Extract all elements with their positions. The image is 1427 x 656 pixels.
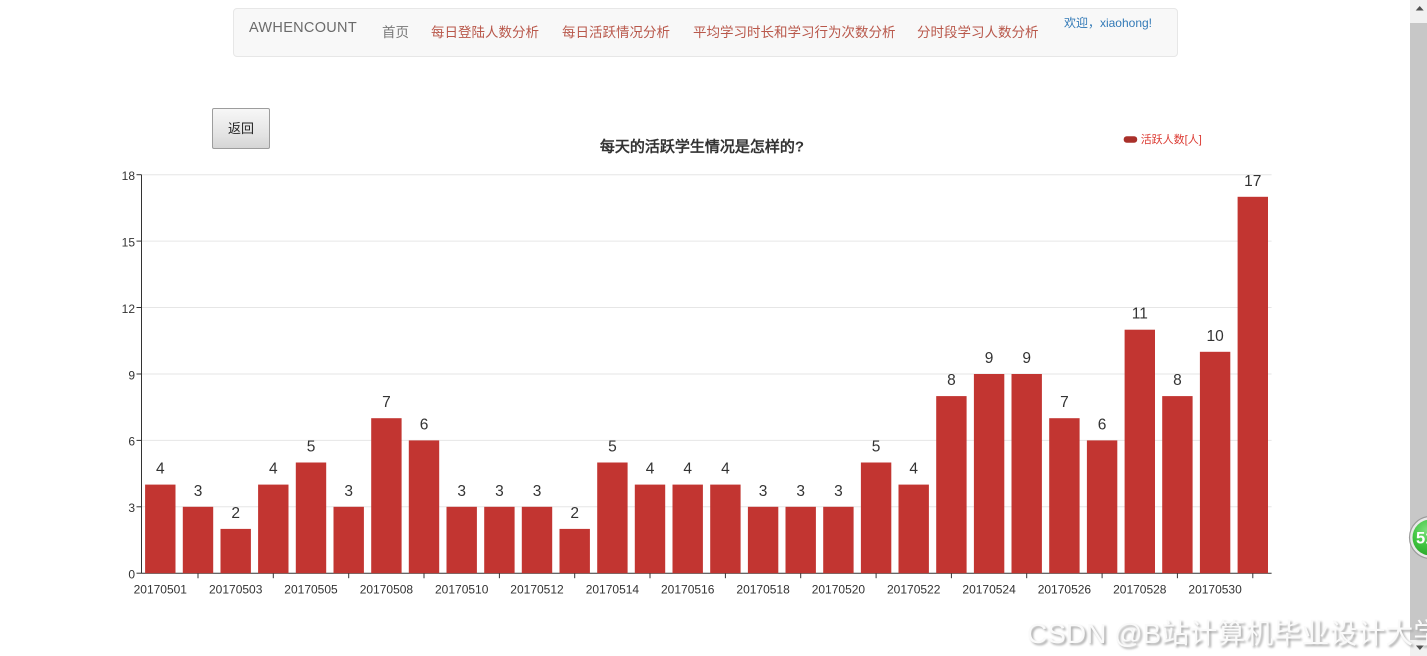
svg-text:5: 5 (608, 439, 617, 456)
svg-text:3: 3 (759, 483, 768, 500)
svg-text:每天的活跃学生情况是怎样的?: 每天的活跃学生情况是怎样的? (600, 138, 804, 156)
svg-text:4: 4 (156, 461, 165, 478)
svg-text:2: 2 (231, 505, 240, 522)
svg-text:活跃人数[人]: 活跃人数[人] (1141, 132, 1202, 146)
svg-text:51: 51 (1416, 530, 1427, 548)
svg-text:3: 3 (344, 483, 353, 500)
svg-text:9: 9 (985, 350, 994, 367)
svg-text:20170520: 20170520 (812, 583, 866, 597)
svg-text:3: 3 (533, 483, 542, 500)
svg-text:20170518: 20170518 (736, 583, 790, 597)
svg-text:12: 12 (122, 302, 136, 316)
svg-text:5: 5 (872, 439, 881, 456)
svg-text:10: 10 (1206, 328, 1224, 345)
svg-text:4: 4 (721, 461, 730, 478)
svg-text:4: 4 (909, 461, 918, 478)
svg-text:7: 7 (382, 394, 391, 411)
svg-text:6: 6 (420, 416, 429, 433)
svg-text:9: 9 (1022, 350, 1031, 367)
svg-text:6: 6 (1098, 416, 1107, 433)
svg-text:15: 15 (122, 235, 136, 249)
svg-text:3: 3 (128, 501, 135, 515)
svg-text:20170530: 20170530 (1188, 583, 1242, 597)
svg-text:17: 17 (1244, 173, 1261, 190)
svg-text:20170510: 20170510 (435, 583, 489, 597)
svg-text:20170501: 20170501 (134, 583, 188, 597)
svg-text:20170512: 20170512 (510, 583, 564, 597)
svg-text:11: 11 (1132, 306, 1148, 323)
svg-text:5: 5 (307, 439, 316, 456)
svg-text:8: 8 (947, 372, 956, 389)
svg-text:3: 3 (796, 483, 805, 500)
svg-text:3: 3 (457, 483, 466, 500)
svg-text:3: 3 (194, 483, 203, 500)
svg-text:0: 0 (128, 568, 135, 582)
svg-text:20170508: 20170508 (360, 583, 414, 597)
svg-text:20170528: 20170528 (1113, 583, 1167, 597)
svg-text:7: 7 (1060, 394, 1069, 411)
svg-text:20170524: 20170524 (962, 583, 1016, 597)
svg-text:3: 3 (495, 483, 504, 500)
svg-text:20170516: 20170516 (661, 583, 715, 597)
svg-text:3: 3 (834, 483, 843, 500)
svg-text:20170526: 20170526 (1038, 583, 1092, 597)
svg-text:20170522: 20170522 (887, 583, 941, 597)
svg-text:18: 18 (122, 169, 136, 183)
svg-text:6: 6 (128, 435, 135, 449)
svg-text:2: 2 (570, 505, 579, 522)
svg-text:20170514: 20170514 (586, 583, 640, 597)
svg-text:8: 8 (1173, 372, 1182, 389)
svg-text:20170503: 20170503 (209, 583, 263, 597)
svg-text:4: 4 (269, 461, 278, 478)
svg-text:4: 4 (683, 461, 692, 478)
svg-text:20170505: 20170505 (284, 583, 338, 597)
svg-text:4: 4 (646, 461, 655, 478)
svg-text:9: 9 (128, 368, 135, 382)
